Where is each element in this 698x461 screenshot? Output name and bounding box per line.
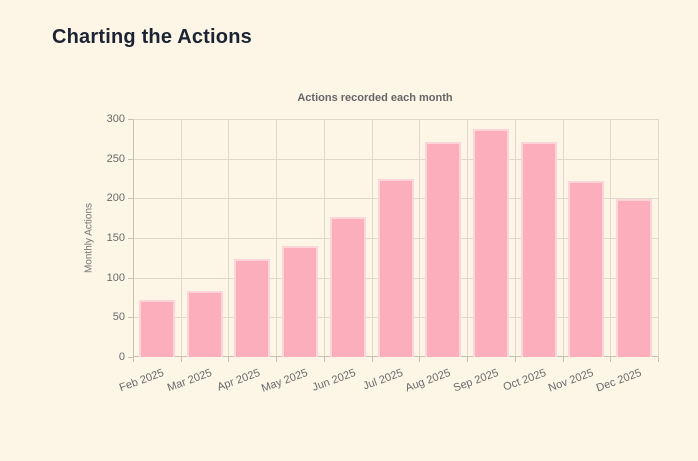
bar-oct-2025[interactable] bbox=[520, 142, 557, 357]
y-tick-label: 200 bbox=[106, 192, 125, 205]
y-tick-mark bbox=[128, 198, 133, 200]
y-tick-label: 300 bbox=[106, 113, 125, 125]
y-tick-label: 100 bbox=[106, 271, 125, 284]
bar-feb-2025[interactable] bbox=[138, 299, 175, 357]
y-tick-mark bbox=[128, 277, 133, 279]
x-gridline bbox=[371, 119, 373, 357]
x-tick-label: Apr 2025 bbox=[215, 367, 262, 394]
x-gridline bbox=[419, 119, 421, 357]
x-gridline bbox=[610, 119, 612, 357]
x-tick-mark bbox=[610, 357, 612, 362]
x-tick-mark bbox=[276, 357, 278, 362]
x-tick-label: Oct 2025 bbox=[501, 367, 548, 394]
x-gridline bbox=[658, 119, 659, 357]
y-tick-label: 250 bbox=[106, 152, 125, 165]
x-tick-mark bbox=[371, 357, 373, 362]
x-gridline bbox=[323, 119, 325, 357]
x-gridline bbox=[276, 119, 278, 357]
bar-apr-2025[interactable] bbox=[234, 258, 271, 357]
bar-mar-2025[interactable] bbox=[186, 291, 223, 357]
x-gridline bbox=[467, 119, 469, 357]
x-tick-label: Dec 2025 bbox=[594, 367, 644, 395]
x-gridline bbox=[562, 119, 564, 357]
actions-bar-chart: Actions recorded each month Monthly Acti… bbox=[80, 88, 680, 428]
x-tick-mark bbox=[133, 357, 134, 362]
bar-may-2025[interactable] bbox=[282, 245, 319, 357]
y-tick-mark bbox=[128, 317, 133, 319]
x-tick-mark bbox=[419, 357, 421, 362]
y-tick-label: 0 bbox=[118, 351, 125, 363]
x-tick-mark bbox=[658, 357, 659, 362]
x-tick-label: Jul 2025 bbox=[361, 367, 405, 393]
plot-area bbox=[133, 119, 659, 357]
x-tick-label: Aug 2025 bbox=[403, 367, 453, 395]
bar-aug-2025[interactable] bbox=[425, 142, 462, 357]
x-tick-mark bbox=[228, 357, 230, 362]
bar-dec-2025[interactable] bbox=[616, 199, 653, 357]
x-tick-label: Nov 2025 bbox=[547, 367, 596, 395]
y-tick-mark bbox=[128, 119, 133, 120]
y-tick-mark bbox=[128, 238, 133, 239]
x-gridline bbox=[180, 119, 182, 357]
bar-jul-2025[interactable] bbox=[377, 179, 414, 357]
bar-jun-2025[interactable] bbox=[329, 216, 366, 357]
y-axis-line bbox=[133, 119, 134, 357]
x-tick-label: Feb 2025 bbox=[118, 367, 166, 395]
y-gridline bbox=[133, 158, 658, 160]
x-tick-mark bbox=[180, 357, 182, 362]
x-gridline bbox=[514, 119, 516, 357]
x-tick-mark bbox=[467, 357, 469, 362]
y-tick-mark bbox=[128, 357, 133, 358]
y-tick-label: 50 bbox=[112, 311, 125, 324]
y-tick-mark bbox=[128, 158, 133, 160]
x-tick-mark bbox=[323, 357, 325, 362]
x-tick-mark bbox=[514, 357, 516, 362]
x-tick-label: Sep 2025 bbox=[451, 367, 501, 395]
chart-title: Actions recorded each month bbox=[297, 92, 453, 104]
page-title: Charting the Actions bbox=[52, 26, 252, 48]
y-tick-label: 150 bbox=[106, 232, 125, 244]
bar-sep-2025[interactable] bbox=[472, 129, 509, 357]
x-tick-mark bbox=[562, 357, 564, 362]
bar-nov-2025[interactable] bbox=[568, 180, 605, 357]
x-tick-label: May 2025 bbox=[259, 367, 310, 395]
y-gridline bbox=[133, 119, 658, 120]
x-tick-label: Mar 2025 bbox=[165, 367, 214, 395]
x-gridline bbox=[228, 119, 230, 357]
x-tick-label: Jun 2025 bbox=[310, 367, 357, 394]
